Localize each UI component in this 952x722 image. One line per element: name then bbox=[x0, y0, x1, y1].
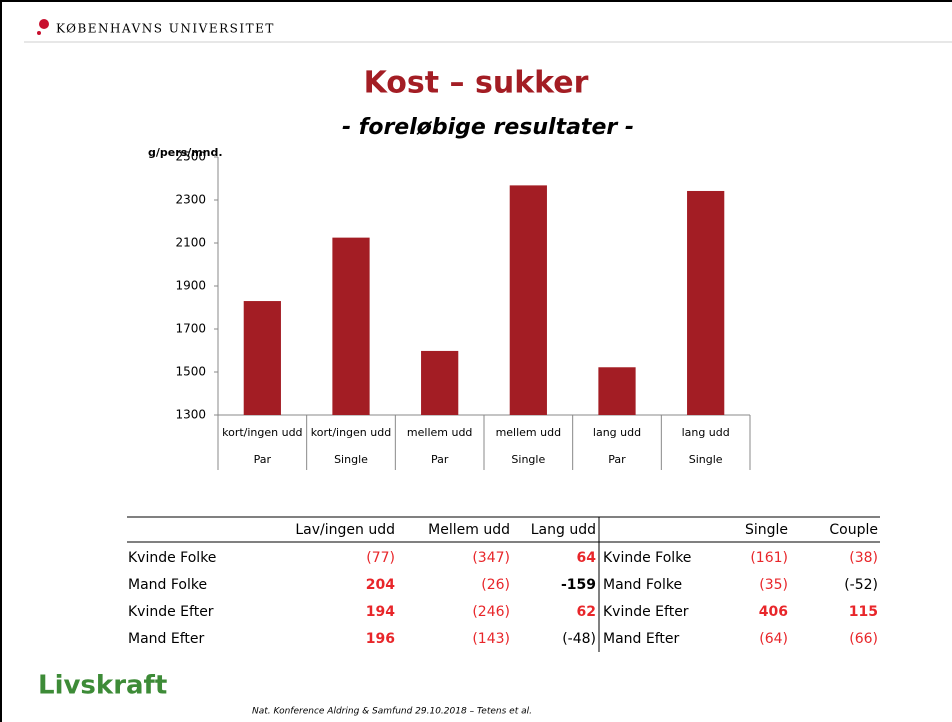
bar bbox=[332, 237, 370, 415]
footer-logo: Livskraft bbox=[38, 671, 167, 701]
logo-dot bbox=[37, 31, 41, 35]
table-cell: (-48) bbox=[562, 631, 596, 647]
x-group-label: Single bbox=[334, 453, 368, 466]
table-cell: 64 bbox=[577, 550, 597, 566]
bar bbox=[598, 367, 636, 415]
y-tick-label: 2500 bbox=[175, 150, 206, 164]
table-cell: Mand Folke bbox=[128, 577, 207, 593]
table-cell: Kvinde Folke bbox=[603, 550, 691, 566]
table-cell: Mand Folke bbox=[603, 577, 682, 593]
table-cell: Mand Efter bbox=[603, 631, 679, 647]
table-cell: (246) bbox=[472, 604, 510, 620]
table-cell: (347) bbox=[472, 550, 510, 566]
chart-subtitle: - foreløbige resultater - bbox=[342, 115, 634, 140]
y-tick-label: 1300 bbox=[175, 408, 206, 422]
bar bbox=[243, 301, 281, 415]
table-cell: 115 bbox=[849, 604, 878, 620]
table-cell: (-52) bbox=[844, 577, 878, 593]
x-tick-label: mellem udd bbox=[496, 426, 562, 439]
table-cell: (35) bbox=[759, 577, 788, 593]
table-cell: 204 bbox=[366, 577, 395, 593]
logo-dot bbox=[39, 19, 49, 29]
table-cell: (66) bbox=[849, 631, 878, 647]
y-tick-label: 2300 bbox=[175, 193, 206, 207]
x-group-label: Single bbox=[511, 453, 545, 466]
table-cell: Kvinde Efter bbox=[128, 604, 214, 620]
table-cell: 196 bbox=[366, 631, 395, 647]
y-tick-label: 1500 bbox=[175, 365, 206, 379]
y-tick-label: 1900 bbox=[175, 279, 206, 293]
table-cell: -159 bbox=[561, 577, 596, 593]
institution: KØBENHAVNS UNIVERSITET bbox=[56, 22, 275, 36]
table-cell: Mand Efter bbox=[128, 631, 204, 647]
table-cell: (64) bbox=[759, 631, 788, 647]
y-tick-label: 2100 bbox=[175, 236, 206, 250]
table-cell: 406 bbox=[759, 604, 788, 620]
bar bbox=[687, 190, 725, 415]
table-header: Couple bbox=[829, 522, 878, 538]
x-group-label: Par bbox=[431, 453, 449, 466]
y-tick-label: 1700 bbox=[175, 322, 206, 336]
x-tick-label: lang udd bbox=[593, 426, 641, 439]
table-cell: 62 bbox=[577, 604, 596, 620]
chart-title: Kost – sukker bbox=[364, 66, 589, 101]
x-group-label: Par bbox=[254, 453, 272, 466]
table-cell: (77) bbox=[366, 550, 395, 566]
y-axis-label: g/pers/mnd. bbox=[148, 146, 223, 159]
table-cell: (143) bbox=[472, 631, 510, 647]
table-header: Single bbox=[745, 522, 788, 538]
bar bbox=[421, 350, 459, 415]
table-header: Mellem udd bbox=[428, 522, 510, 538]
table-cell: 194 bbox=[366, 604, 395, 620]
x-tick-label: lang udd bbox=[682, 426, 730, 439]
table-cell: (26) bbox=[481, 577, 510, 593]
x-group-label: Par bbox=[608, 453, 626, 466]
table-cell: Kvinde Folke bbox=[128, 550, 216, 566]
table-cell: (161) bbox=[750, 550, 788, 566]
table-cell: (38) bbox=[849, 550, 878, 566]
x-tick-label: kort/ingen udd bbox=[311, 426, 391, 439]
x-group-label: Single bbox=[689, 453, 723, 466]
bar bbox=[509, 185, 547, 415]
table-cell: Kvinde Efter bbox=[603, 604, 689, 620]
table-header: Lav/ingen udd bbox=[295, 522, 395, 538]
table-header: Lang udd bbox=[531, 522, 596, 538]
x-tick-label: kort/ingen udd bbox=[222, 426, 302, 439]
x-tick-label: mellem udd bbox=[407, 426, 473, 439]
footer-note: Nat. Konference Aldring & Samfund 29.10.… bbox=[252, 707, 532, 717]
